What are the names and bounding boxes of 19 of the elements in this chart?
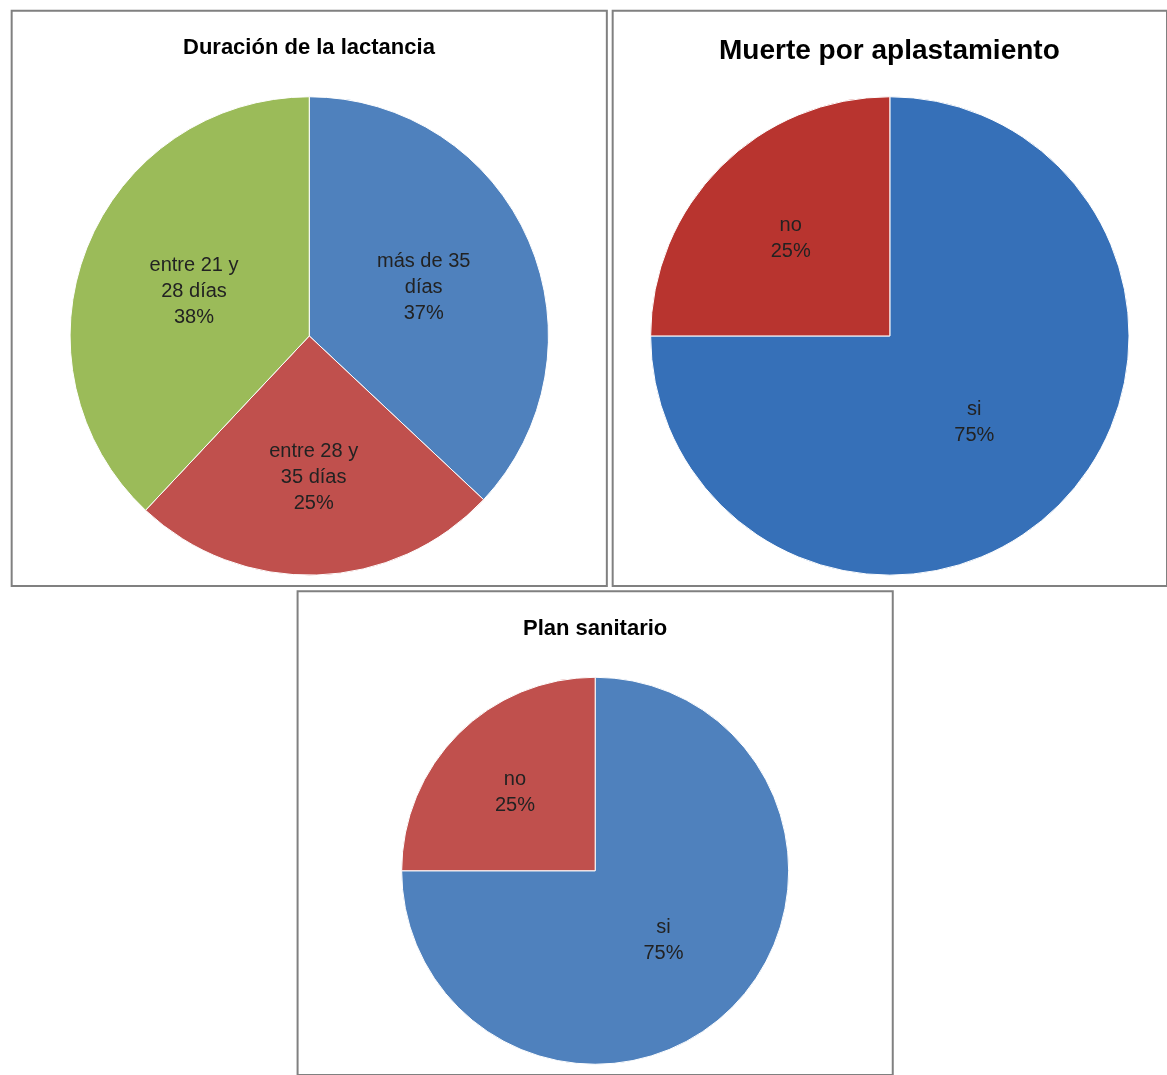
slice-label: entre 28 y 35 días: [269, 438, 359, 487]
data-label: 75%: [643, 941, 684, 964]
chart-title: Muerte por aplastamiento: [719, 34, 1060, 65]
data-label: 25%: [293, 490, 334, 513]
data-label: 38%: [174, 305, 215, 328]
slice-label: no: [503, 766, 527, 789]
chart-title: Duración de la lactancia: [183, 34, 436, 59]
data-label: 25%: [770, 238, 811, 261]
data-label: 37%: [403, 301, 444, 324]
chart-title: Plan sanitario: [523, 615, 668, 640]
pie-slice: [650, 96, 1130, 576]
pie-slice: [401, 676, 789, 1065]
slice-label: si: [967, 396, 982, 419]
slice-label: más de 35 días: [377, 249, 471, 298]
data-label: 75%: [954, 422, 995, 445]
slice-label: si: [656, 915, 671, 938]
data-label: 25%: [494, 792, 536, 815]
slice-label: entre 21 y 28 días: [149, 253, 239, 302]
slice-label: no: [779, 212, 802, 235]
